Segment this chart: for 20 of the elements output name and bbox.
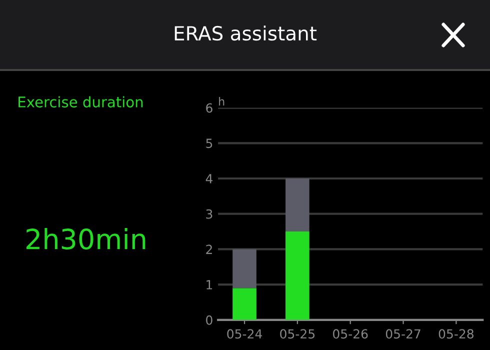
x-tick-label: 05-24 (227, 329, 262, 339)
y-axis-title: h (219, 97, 224, 106)
x-tick-label: 05-27 (386, 329, 420, 339)
y-tick-label: 2 (206, 244, 212, 254)
y-tick-label: 0 (206, 315, 212, 325)
y-tick-label: 1 (206, 280, 212, 290)
x-tick-label: 05-28 (438, 329, 474, 339)
bar (232, 288, 256, 320)
chart-title: ERAS assistant (174, 26, 317, 41)
y-tick-label: 5 (206, 138, 212, 148)
x-tick-label: 05-26 (333, 329, 368, 339)
bar (286, 232, 310, 320)
x-tick-label: 05-25 (280, 329, 314, 339)
text: 2h30min (26, 228, 146, 250)
text: Exercise duration (18, 96, 143, 108)
y-tick-label: 4 (206, 174, 212, 184)
y-tick-label: 6 (206, 103, 212, 113)
bar (232, 249, 256, 288)
bar (286, 178, 310, 232)
y-tick-label: 3 (206, 209, 212, 219)
